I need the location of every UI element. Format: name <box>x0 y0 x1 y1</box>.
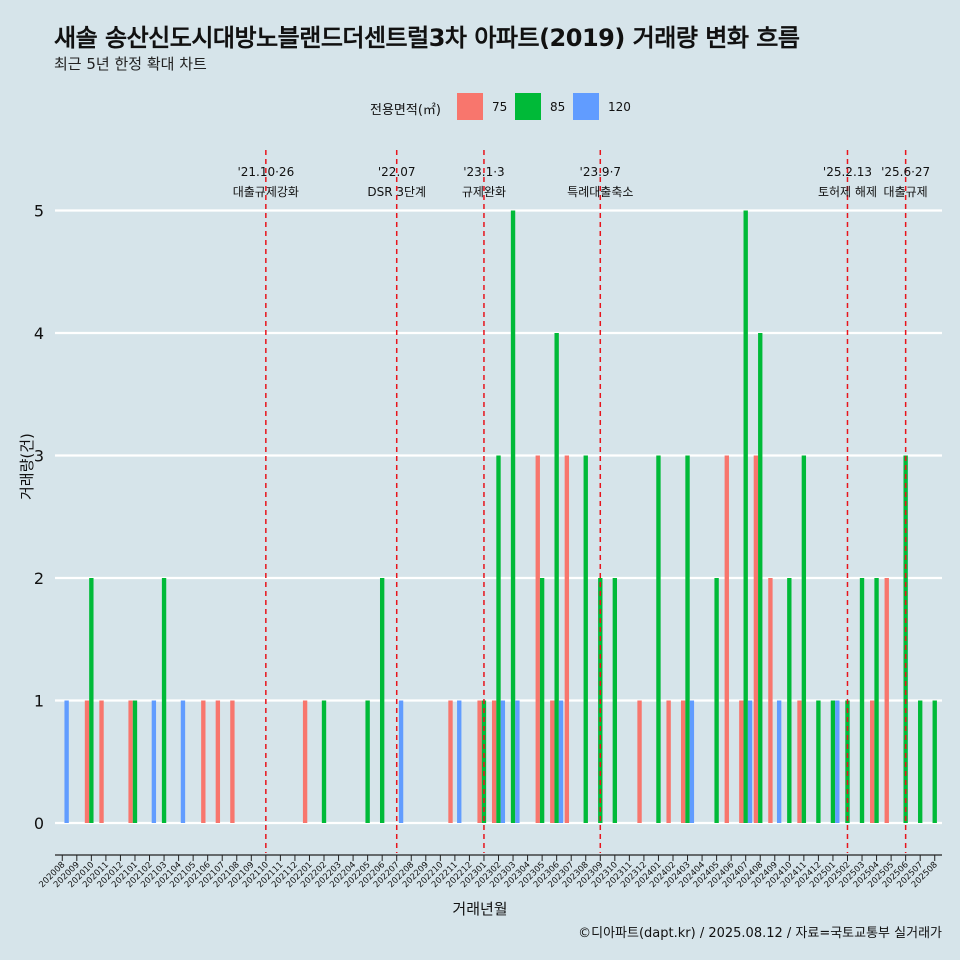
legend-label-85: 85 <box>550 100 566 114</box>
bar-layer <box>64 210 937 823</box>
legend: 전용면적(㎡) 75 85 120 <box>0 93 960 121</box>
legend-label-75: 75 <box>492 100 508 114</box>
bar-75-202406 <box>724 455 729 823</box>
bar-75-202305 <box>535 455 540 823</box>
bar-85-202405 <box>714 578 719 823</box>
event-desc-label: 특례대출축소 <box>567 185 633 199</box>
bar-85-202508 <box>932 700 937 823</box>
bar-85-202103 <box>161 578 167 823</box>
bar-85-202310 <box>612 578 618 823</box>
event-desc-label: DSR 3단계 <box>367 185 426 199</box>
bar-75-202504 <box>870 700 875 823</box>
bar-85-202507 <box>918 700 923 823</box>
bar-75-202010 <box>84 700 90 823</box>
event-date-label: '22.07 <box>378 165 416 179</box>
bar-85-202305 <box>539 578 545 823</box>
bar-75-202106 <box>201 700 206 823</box>
event-date-label: '23.9·7 <box>580 165 621 179</box>
bar-75-202505 <box>884 578 889 823</box>
bar-75-202402 <box>666 700 671 823</box>
event-date-label: '23.1·3 <box>463 165 504 179</box>
bar-75-202301 <box>477 700 482 823</box>
bar-85-202410 <box>787 578 792 823</box>
bar-75-202201 <box>302 700 308 823</box>
bar-75-202403 <box>680 700 686 823</box>
bar-75-202407 <box>739 700 744 823</box>
bar-85-202301 <box>481 700 487 823</box>
bar-85-202403 <box>685 455 690 823</box>
bar-85-202407 <box>743 210 748 823</box>
bar-120-202403 <box>689 700 695 823</box>
bar-85-202503 <box>859 578 865 823</box>
bar-85-202411 <box>801 455 807 823</box>
event-desc-label: 대출규제 <box>884 185 928 199</box>
bar-75-202107 <box>215 700 221 823</box>
event-desc-label: 토허제 해제 <box>818 185 877 199</box>
source-caption: ©디아파트(dapt.kr) / 2025.08.12 / 자료=국토교통부 실… <box>578 926 942 941</box>
bar-120-202102 <box>151 700 157 823</box>
bar-75-202108 <box>230 700 235 823</box>
x-axis-label: 거래년월 <box>452 900 508 918</box>
bar-85-202205 <box>365 700 370 823</box>
bar-85-202306 <box>554 333 559 823</box>
y-tick-label: 4 <box>34 324 44 343</box>
bar-120-202104 <box>180 700 186 823</box>
bar-75-202101 <box>128 700 133 823</box>
bar-85-202401 <box>656 455 661 823</box>
bar-75-202307 <box>564 455 570 823</box>
bar-85-202408 <box>758 333 763 823</box>
bar-75-202306 <box>550 700 555 823</box>
bar-85-202412 <box>816 700 821 823</box>
bar-120-202407 <box>747 700 753 823</box>
bar-85-202501 <box>830 700 836 823</box>
y-tick-label: 5 <box>34 202 44 221</box>
bar-120-202211 <box>457 700 462 823</box>
event-date-label: '25.6·27 <box>881 165 930 179</box>
y-tick-label: 0 <box>34 814 44 833</box>
bar-75-202408 <box>753 455 759 823</box>
y-tick-label: 3 <box>34 447 44 466</box>
bar-75-202312 <box>637 700 642 823</box>
bar-85-202010 <box>89 578 94 823</box>
y-axis-label: 거래량(건) <box>18 433 36 500</box>
bar-85-202504 <box>874 578 879 823</box>
bar-120-202409 <box>776 700 782 823</box>
bar-120-202302 <box>500 700 506 823</box>
legend-title: 전용면적(㎡) <box>370 103 441 118</box>
bar-120-202207 <box>398 700 404 823</box>
bar-85-202303 <box>510 210 516 823</box>
bar-75-202409 <box>768 578 773 823</box>
chart-subtitle: 최근 5년 한정 확대 차트 <box>54 55 207 73</box>
bar-120-202501 <box>835 700 840 823</box>
bar-120-202306 <box>558 700 564 823</box>
event-layer: '21.10·26 대출규제강화 '22.07 DSR 3단계 '23.1·3 규제완화 '… <box>233 150 930 853</box>
bar-85-202202 <box>321 700 327 823</box>
bar-75-202211 <box>448 700 453 823</box>
bar-85-202502 <box>845 700 850 823</box>
event-date-label: '25.2.13 <box>823 165 872 179</box>
bar-85-202308 <box>583 455 588 823</box>
bar-75-202011 <box>99 700 104 823</box>
event-date-label: '21.10·26 <box>237 165 294 179</box>
legend-key-85 <box>515 93 541 120</box>
event-desc-label: 규제완화 <box>462 185 506 199</box>
event-desc-label: 대출규제강화 <box>233 185 299 199</box>
bar-85-202101 <box>132 700 138 823</box>
legend-label-120: 120 <box>608 100 631 114</box>
bar-75-202411 <box>797 700 802 823</box>
chart-title: 새솔 송산신도시대방노블랜드더센트럴3차 아파트(2019) 거래량 변화 흐름 <box>54 24 800 52</box>
bar-120-202303 <box>515 700 520 823</box>
legend-key-120 <box>573 93 599 120</box>
y-tick-label: 2 <box>34 569 44 588</box>
bar-85-202302 <box>496 455 501 823</box>
bar-85-202206 <box>379 578 385 823</box>
legend-key-75 <box>457 93 483 120</box>
y-tick-label: 1 <box>34 692 44 711</box>
bar-120-202008 <box>64 700 69 823</box>
bar-75-202302 <box>491 700 497 823</box>
